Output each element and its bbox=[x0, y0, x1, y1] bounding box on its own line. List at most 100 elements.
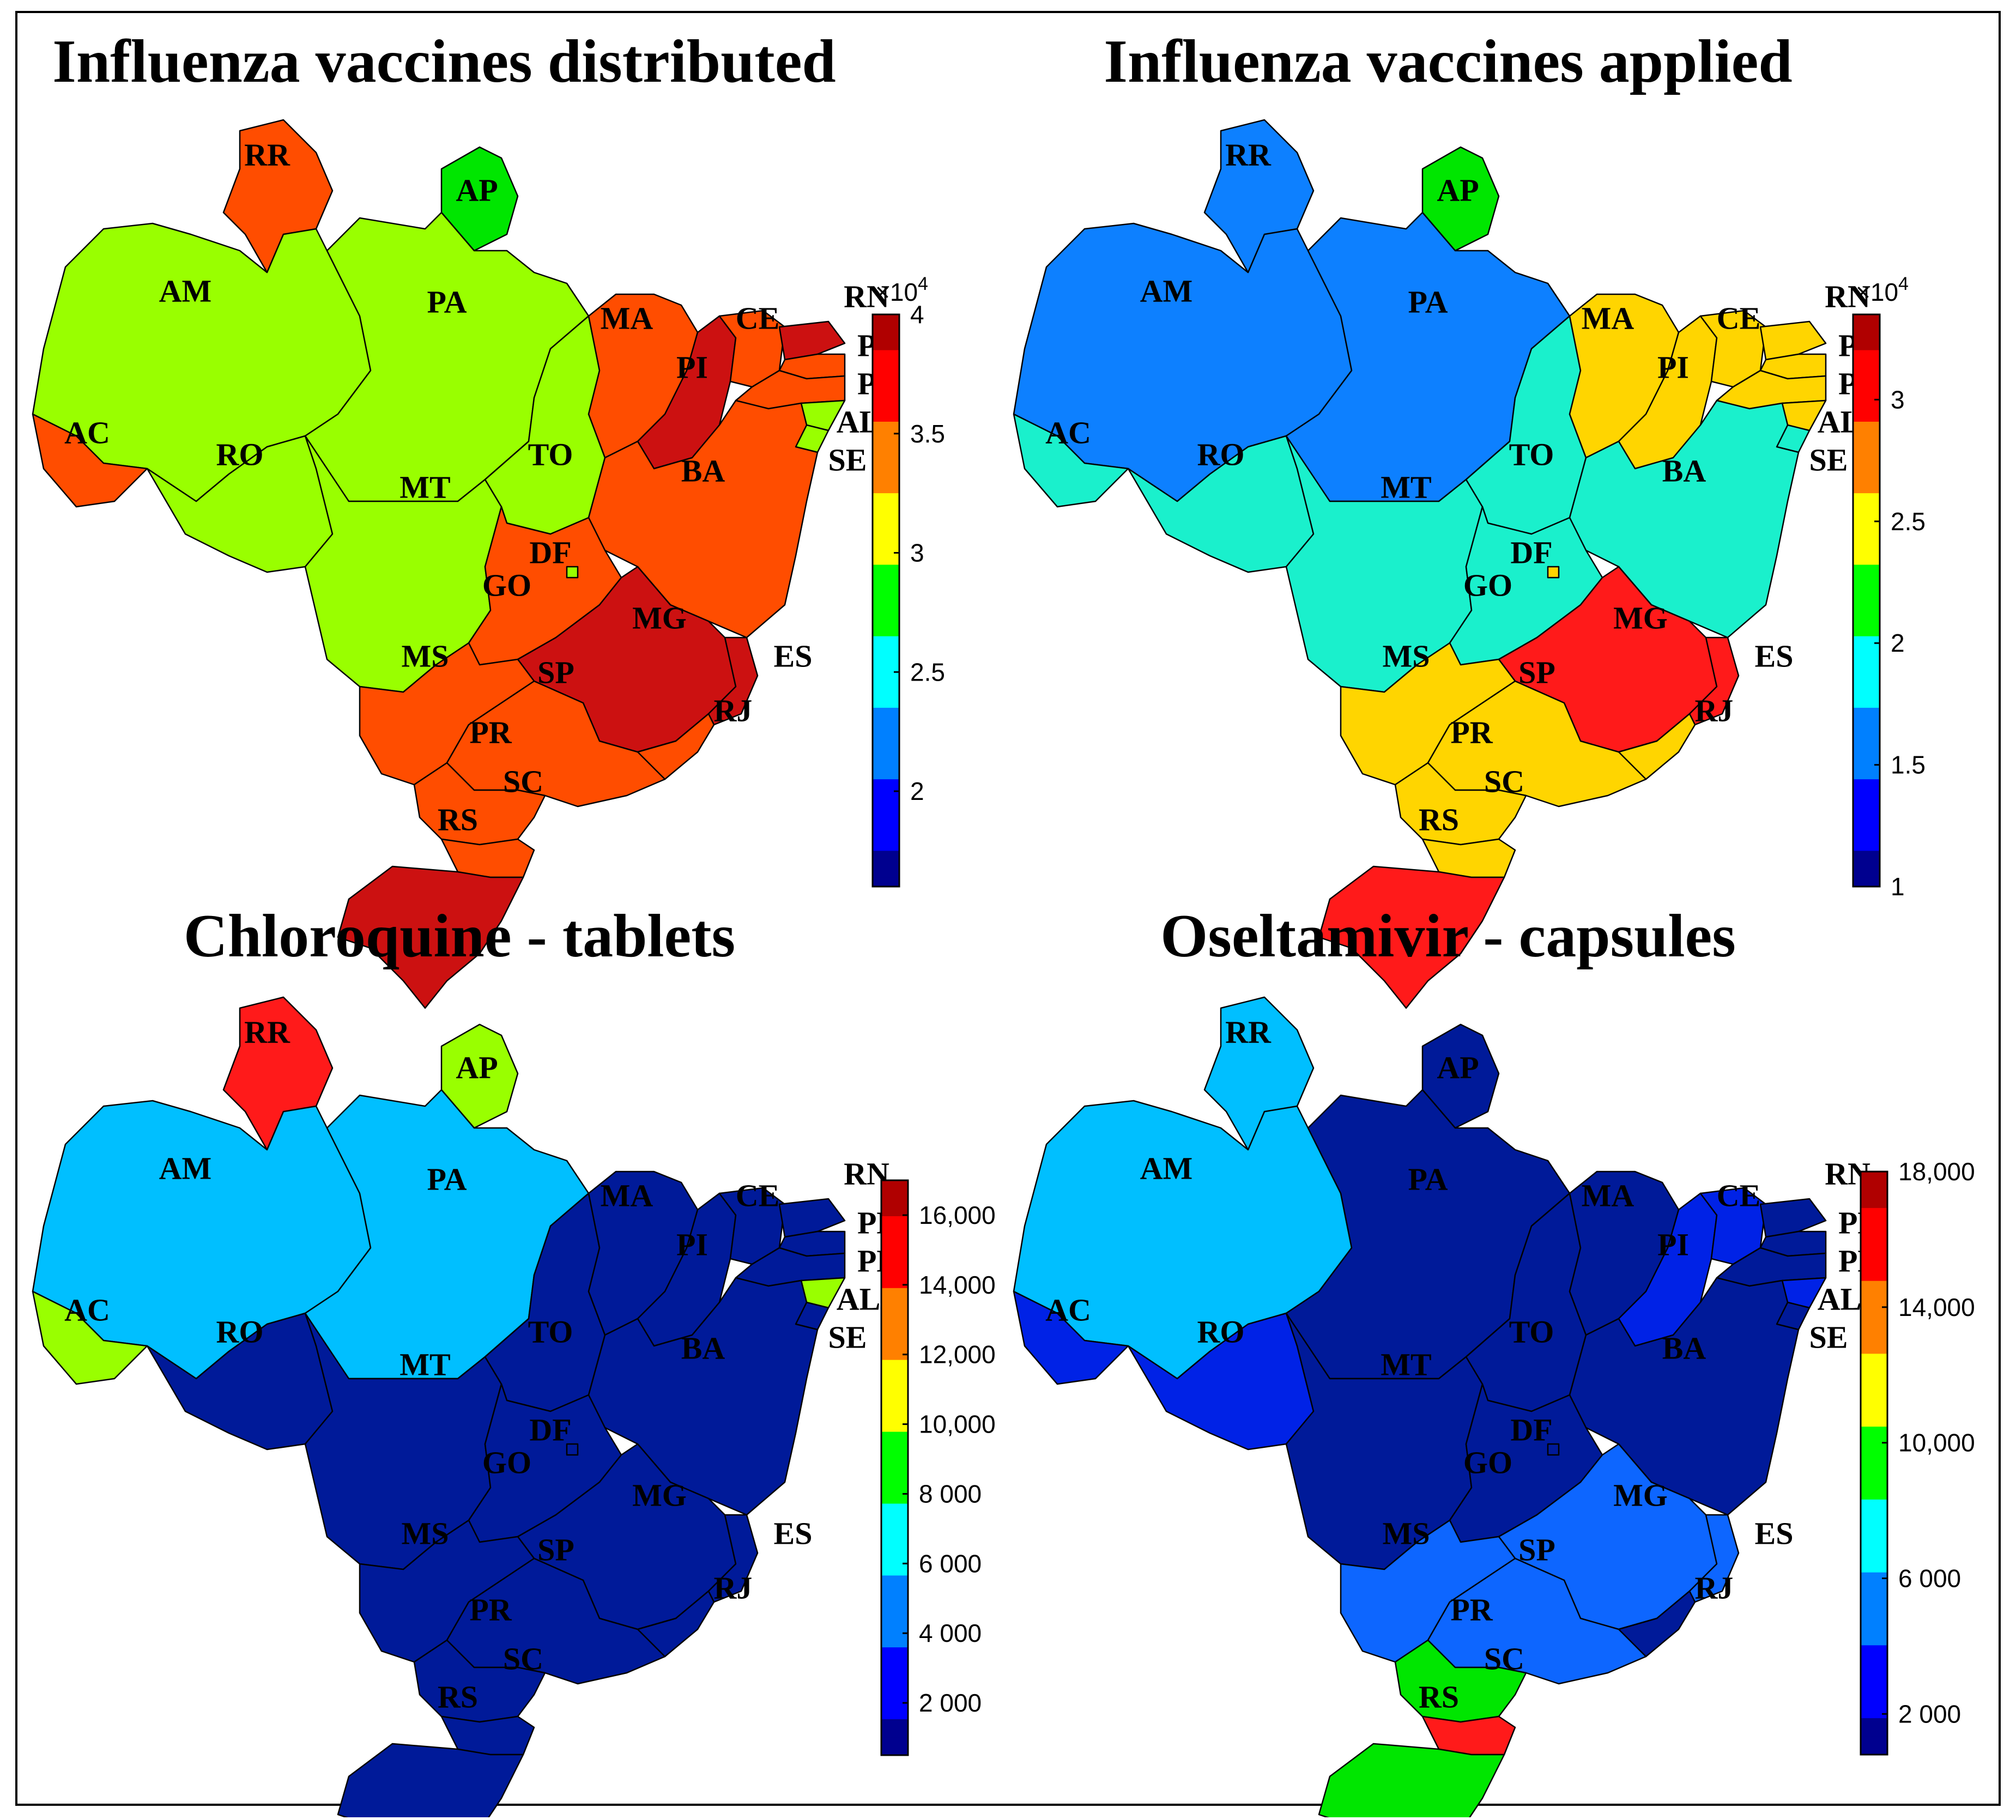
colorbar-segment bbox=[1861, 1745, 1887, 1755]
colorbar-segment bbox=[1861, 1545, 1887, 1555]
colorbar-segment bbox=[873, 350, 899, 360]
colorbar-segment bbox=[873, 377, 899, 387]
state-label-sc: SC bbox=[503, 1641, 543, 1676]
colorbar-segment bbox=[1861, 1263, 1887, 1272]
colorbar-segment bbox=[873, 386, 899, 396]
colorbar-segment bbox=[1853, 869, 1880, 878]
colorbar-segment bbox=[881, 1485, 908, 1495]
colorbar-segment bbox=[881, 1638, 908, 1648]
state-rs[interactable] bbox=[337, 865, 524, 1009]
colorbar-tick-label: 2.5 bbox=[1891, 507, 1926, 536]
colorbar-segment bbox=[873, 627, 899, 637]
colorbar-segment bbox=[1853, 797, 1880, 807]
state-es[interactable] bbox=[1688, 1514, 1740, 1603]
colorbar-tick-label: 2 bbox=[910, 777, 924, 805]
state-label-pa: PA bbox=[427, 1161, 467, 1197]
state-df[interactable] bbox=[1547, 566, 1560, 579]
state-ac[interactable] bbox=[1013, 1290, 1129, 1385]
state-ac[interactable] bbox=[32, 1290, 148, 1385]
state-rs[interactable] bbox=[337, 1743, 524, 1820]
state-label-df: DF bbox=[529, 535, 571, 570]
colorbar-segment bbox=[1853, 618, 1880, 628]
colorbar-segment bbox=[873, 752, 899, 762]
colorbar-segment bbox=[873, 717, 899, 726]
colorbar-segment bbox=[881, 1378, 908, 1388]
state-ac[interactable] bbox=[32, 413, 148, 508]
colorbar-segment bbox=[873, 618, 899, 628]
state-rj[interactable] bbox=[1618, 1590, 1696, 1658]
state-ac[interactable] bbox=[1013, 413, 1129, 508]
colorbar-segment bbox=[1861, 1736, 1887, 1746]
colorbar-segment bbox=[1853, 386, 1880, 396]
state-pr[interactable] bbox=[413, 1639, 546, 1723]
state-rs[interactable] bbox=[1318, 1743, 1505, 1820]
state-rs[interactable] bbox=[1318, 865, 1505, 1009]
colorbar-segment bbox=[1861, 1408, 1887, 1418]
colorbar-segment bbox=[881, 1467, 908, 1477]
state-df[interactable] bbox=[1547, 1443, 1560, 1456]
colorbar-segment bbox=[881, 1494, 908, 1504]
state-es[interactable] bbox=[1688, 636, 1740, 726]
colorbar-segment bbox=[1853, 735, 1880, 744]
colorbar-segment bbox=[1861, 1226, 1887, 1236]
state-label-rn: RN bbox=[844, 278, 889, 314]
colorbar-segment bbox=[881, 1315, 908, 1325]
colorbar-segment bbox=[1861, 1381, 1887, 1391]
state-rn[interactable] bbox=[778, 1198, 846, 1238]
colorbar-segment bbox=[1853, 681, 1880, 691]
colorbar-segment bbox=[881, 1288, 908, 1298]
state-df[interactable] bbox=[566, 566, 579, 579]
state-label-pr: PR bbox=[1450, 714, 1493, 750]
state-label-ro: RO bbox=[1197, 1314, 1245, 1349]
state-label-pr: PR bbox=[1450, 1592, 1493, 1627]
state-rn[interactable] bbox=[778, 320, 846, 361]
colorbar-segment bbox=[1853, 448, 1880, 458]
colorbar-segment bbox=[1853, 591, 1880, 601]
colorbar-segment bbox=[1861, 1281, 1887, 1291]
colorbar-segment bbox=[1861, 1372, 1887, 1382]
colorbar-segment bbox=[1861, 1682, 1887, 1691]
colorbar-segment bbox=[881, 1737, 908, 1747]
colorbar-segment bbox=[1861, 1435, 1887, 1446]
state-rn[interactable] bbox=[1759, 1198, 1827, 1238]
colorbar-tick-label: 10,000 bbox=[1898, 1429, 1975, 1457]
state-es[interactable] bbox=[707, 636, 759, 726]
state-pr[interactable] bbox=[1394, 762, 1527, 846]
colorbar-segment bbox=[1853, 484, 1880, 494]
colorbar-segment bbox=[1853, 377, 1880, 387]
colorbar-segment bbox=[873, 779, 899, 789]
colorbar-segment bbox=[1861, 1363, 1887, 1373]
colorbar-segment bbox=[881, 1198, 908, 1208]
colorbar-tick-label: 2 bbox=[1891, 629, 1905, 657]
colorbar-segment bbox=[873, 841, 899, 852]
state-rj[interactable] bbox=[1618, 713, 1696, 780]
state-rj[interactable] bbox=[637, 1590, 715, 1658]
colorbar-segment bbox=[881, 1342, 908, 1352]
state-df[interactable] bbox=[566, 1443, 579, 1456]
state-rj[interactable] bbox=[637, 713, 715, 780]
state-label-sc: SC bbox=[1484, 1641, 1524, 1676]
state-pr[interactable] bbox=[1394, 1639, 1527, 1723]
colorbar-segment bbox=[873, 761, 899, 771]
colorbar-segment bbox=[1853, 439, 1880, 450]
colorbar-segment bbox=[881, 1602, 908, 1612]
colorbar-tick-label: 6 000 bbox=[1898, 1564, 1961, 1593]
state-label-ro: RO bbox=[216, 1314, 264, 1349]
brazil-map: RRAPAMPAMACERNPBPEPIALACROTOSEBAMTDFGOMG… bbox=[32, 119, 898, 1009]
state-pr[interactable] bbox=[413, 762, 546, 846]
colorbar-segment bbox=[881, 1333, 908, 1343]
state-label-se: SE bbox=[828, 1319, 867, 1355]
colorbar-segment bbox=[1853, 600, 1880, 610]
state-label-rj: RJ bbox=[1695, 1570, 1734, 1605]
state-label-rs: RS bbox=[1419, 1679, 1459, 1714]
colorbar-tick-label: 1 bbox=[1891, 872, 1905, 901]
state-es[interactable] bbox=[707, 1514, 759, 1603]
state-label-df: DF bbox=[529, 1412, 571, 1447]
colorbar-segment bbox=[881, 1360, 908, 1370]
figure-border bbox=[15, 11, 2001, 1806]
state-label-ce: CE bbox=[1717, 1178, 1761, 1213]
state-rn[interactable] bbox=[1759, 320, 1827, 361]
colorbar-segment bbox=[1853, 636, 1880, 646]
colorbar-segment bbox=[881, 1503, 908, 1513]
colorbar-segment bbox=[1861, 1627, 1887, 1637]
